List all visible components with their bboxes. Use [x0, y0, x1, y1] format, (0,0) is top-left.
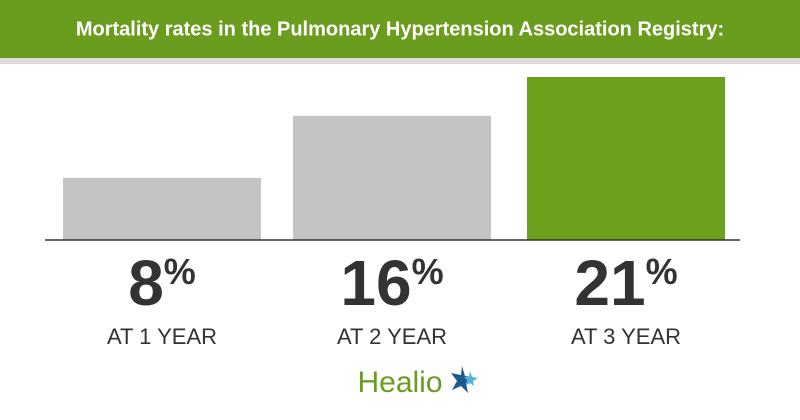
- category-label: AT 3 YEAR: [571, 324, 681, 349]
- logo-star: [451, 366, 476, 393]
- value-unit: %: [164, 251, 196, 292]
- value-label: 21%: [574, 247, 677, 319]
- title-band: [0, 0, 800, 58]
- title-stripe: [0, 58, 800, 64]
- bar: [293, 115, 491, 240]
- bar: [63, 177, 261, 240]
- value-number: 21: [574, 247, 645, 319]
- logo: Healio: [357, 366, 478, 399]
- value-unit: %: [646, 251, 678, 292]
- value-number: 16: [340, 247, 411, 319]
- category-label: AT 2 YEAR: [337, 324, 447, 349]
- category-label: AT 1 YEAR: [107, 324, 217, 349]
- value-label: 16%: [340, 247, 443, 319]
- value-number: 8: [128, 247, 164, 319]
- value-unit: %: [412, 251, 444, 292]
- logo-star-inner: [464, 371, 478, 386]
- logo-text: Healio: [357, 366, 442, 399]
- bar: [527, 77, 725, 240]
- value-label: 8%: [128, 247, 196, 319]
- chart-title: Mortality rates in the Pulmonary Hyperte…: [76, 18, 724, 40]
